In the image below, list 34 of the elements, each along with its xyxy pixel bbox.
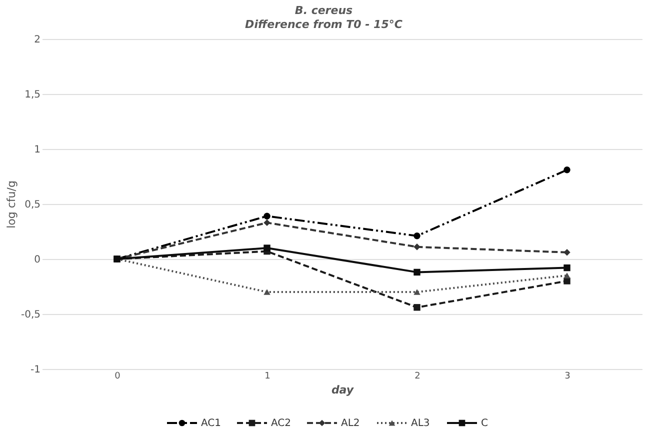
point — [264, 219, 270, 226]
point — [264, 289, 270, 295]
x-tick-label: 3 — [564, 372, 570, 382]
y-tick-label: 0,5 — [24, 200, 40, 210]
point — [564, 264, 570, 272]
x-axis-title: day — [331, 384, 354, 396]
legend-label: AC1 — [201, 418, 222, 429]
legend-label: AL2 — [341, 418, 360, 429]
y-axis-title: log cfu/g — [4, 180, 18, 228]
x-tick-label: 0 — [114, 372, 121, 382]
x-tick-label: 1 — [264, 372, 270, 382]
x-tick-label: 2 — [414, 372, 420, 382]
point — [414, 268, 420, 276]
y-tick-label: 2 — [34, 34, 40, 46]
point — [414, 304, 420, 311]
y-tick-label: 0 — [34, 254, 40, 266]
chart-subtitle: Difference from T0 - 15°C — [245, 18, 402, 31]
y-tick-label: -0,5 — [20, 310, 40, 320]
legend-label: C — [481, 418, 488, 429]
chart-title: B. cereus — [294, 4, 354, 17]
point — [264, 212, 270, 220]
legend-label: AC2 — [271, 418, 292, 429]
point — [564, 272, 570, 278]
point — [414, 232, 420, 240]
point — [264, 244, 270, 252]
y-tick-label: 1,5 — [24, 90, 40, 100]
y-tick-label: -1 — [30, 364, 40, 376]
point — [564, 278, 570, 284]
y-tick-label: 1 — [34, 144, 40, 156]
point — [414, 289, 420, 295]
point — [414, 244, 420, 250]
point — [564, 249, 570, 256]
point — [564, 166, 570, 174]
legend-label: AL3 — [411, 418, 430, 429]
